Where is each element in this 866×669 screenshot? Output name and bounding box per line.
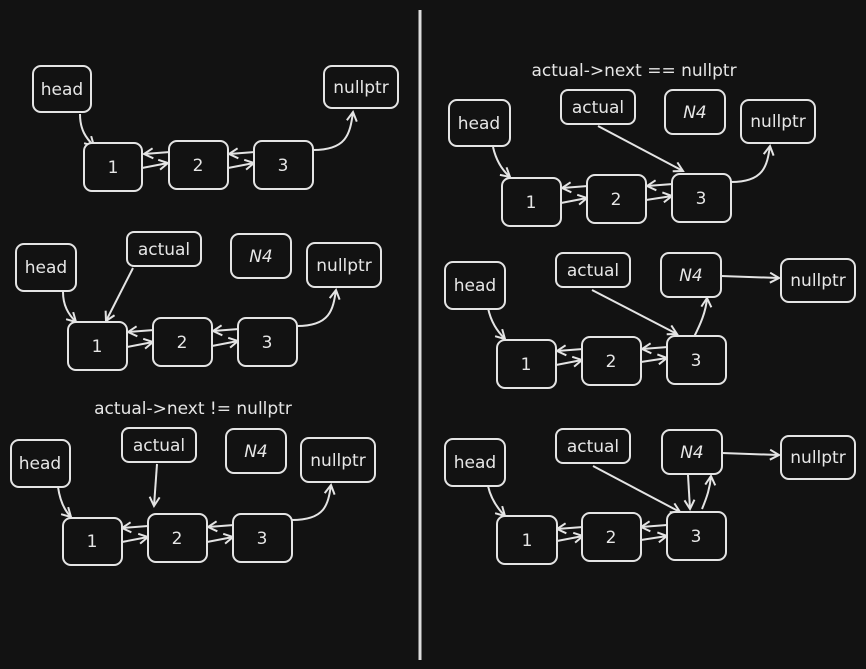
nullptr-node: nullptr — [300, 437, 376, 483]
nullptr-node: nullptr — [306, 242, 382, 288]
step-5-append-n4: head actual N4 nullptr 1 2 3 — [444, 252, 856, 389]
list-node-1: 1 — [501, 177, 562, 227]
list-node-1: 1 — [496, 515, 558, 565]
step-3-traverse: actual->next != nullptr head actual N4 n… — [10, 399, 376, 566]
node-value: 3 — [691, 351, 702, 371]
actual-label: actual — [567, 437, 619, 457]
nullptr-label: nullptr — [316, 256, 371, 276]
actual-pointer-node: actual — [555, 428, 631, 464]
list-node-3: 3 — [237, 317, 298, 367]
n4-label: N4 — [249, 247, 273, 267]
actual-label: actual — [572, 98, 624, 118]
n4-node: N4 — [661, 429, 723, 475]
n4-label: N4 — [683, 103, 707, 123]
list-node-1: 1 — [67, 321, 128, 371]
list-node-2: 2 — [581, 336, 642, 386]
n4-node: N4 — [225, 428, 287, 474]
head-node: head — [444, 261, 506, 310]
node-value: 1 — [521, 355, 532, 375]
end-condition-caption: actual->next == nullptr — [531, 61, 736, 81]
list-node-3: 3 — [666, 511, 727, 561]
node-value: 2 — [193, 156, 204, 176]
node-value: 2 — [177, 333, 188, 353]
head-node: head — [10, 439, 71, 488]
nullptr-node: nullptr — [323, 65, 399, 109]
node-value: 2 — [611, 190, 622, 210]
node-value: 1 — [87, 532, 98, 552]
list-node-1: 1 — [496, 339, 557, 389]
node-value: 1 — [108, 158, 119, 178]
node-value: 1 — [522, 531, 533, 551]
node-value: 2 — [606, 352, 617, 372]
list-node-2: 2 — [168, 140, 229, 190]
head-label: head — [19, 454, 61, 474]
list-node-3: 3 — [671, 173, 732, 223]
list-node-2: 2 — [581, 512, 642, 562]
head-label: head — [454, 276, 496, 296]
node-value: 1 — [526, 193, 537, 213]
node-value: 2 — [172, 529, 183, 549]
n4-node: N4 — [230, 233, 292, 279]
list-node-3: 3 — [666, 335, 727, 385]
nullptr-label: nullptr — [750, 112, 805, 132]
list-node-2: 2 — [147, 513, 208, 563]
n4-label: N4 — [244, 442, 268, 462]
step-6-link-n4-back: head actual N4 nullptr 1 2 3 — [444, 428, 856, 565]
head-label: head — [454, 453, 496, 473]
actual-label: actual — [133, 436, 185, 456]
node-value: 2 — [606, 528, 617, 548]
node-value: 3 — [257, 529, 268, 549]
list-node-1: 1 — [83, 142, 143, 192]
nullptr-label: nullptr — [333, 78, 388, 98]
nullptr-node: nullptr — [740, 99, 816, 144]
actual-pointer-node: actual — [121, 427, 197, 463]
node-value: 3 — [262, 333, 273, 353]
step-2-actual-at-head: head actual N4 nullptr 1 2 3 — [15, 231, 382, 371]
list-node-1: 1 — [62, 517, 123, 566]
node-value: 3 — [696, 189, 707, 209]
actual-label: actual — [138, 240, 190, 260]
nullptr-node: nullptr — [780, 258, 856, 303]
nullptr-label: nullptr — [790, 271, 845, 291]
actual-pointer-node: actual — [126, 231, 202, 267]
node-value: 1 — [92, 337, 103, 357]
head-node: head — [448, 99, 511, 147]
head-node: head — [32, 65, 92, 113]
n4-label: N4 — [680, 443, 704, 463]
n4-node: N4 — [660, 252, 722, 298]
step-1-initial-list: head nullptr 1 2 3 — [32, 65, 399, 192]
nullptr-node: nullptr — [780, 435, 856, 480]
n4-node: N4 — [664, 89, 726, 135]
node-value: 3 — [691, 527, 702, 547]
actual-pointer-node: actual — [560, 89, 636, 125]
loop-condition-caption: actual->next != nullptr — [94, 399, 292, 419]
actual-label: actual — [567, 261, 619, 281]
node-value: 3 — [278, 156, 289, 176]
head-node: head — [444, 438, 506, 487]
head-node: head — [15, 243, 77, 292]
list-node-3: 3 — [253, 140, 314, 190]
head-label: head — [41, 80, 83, 100]
list-node-2: 2 — [586, 174, 647, 224]
head-label: head — [25, 258, 67, 278]
list-node-2: 2 — [152, 317, 213, 367]
actual-pointer-node: actual — [555, 252, 631, 288]
head-label: head — [458, 114, 500, 134]
n4-label: N4 — [679, 266, 703, 286]
nullptr-label: nullptr — [310, 451, 365, 471]
nullptr-label: nullptr — [790, 448, 845, 468]
step-4-actual-at-tail: actual->next == nullptr head actual N4 n… — [448, 61, 816, 227]
list-node-3: 3 — [232, 513, 293, 563]
